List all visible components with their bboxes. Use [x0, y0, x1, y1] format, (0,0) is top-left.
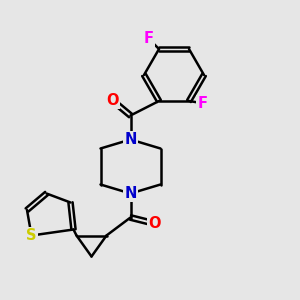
- Text: O: O: [106, 93, 119, 108]
- Text: O: O: [148, 216, 161, 231]
- Text: S: S: [26, 228, 37, 243]
- Text: F: F: [143, 31, 154, 46]
- Text: N: N: [124, 132, 137, 147]
- Text: F: F: [197, 97, 208, 112]
- Text: N: N: [124, 186, 137, 201]
